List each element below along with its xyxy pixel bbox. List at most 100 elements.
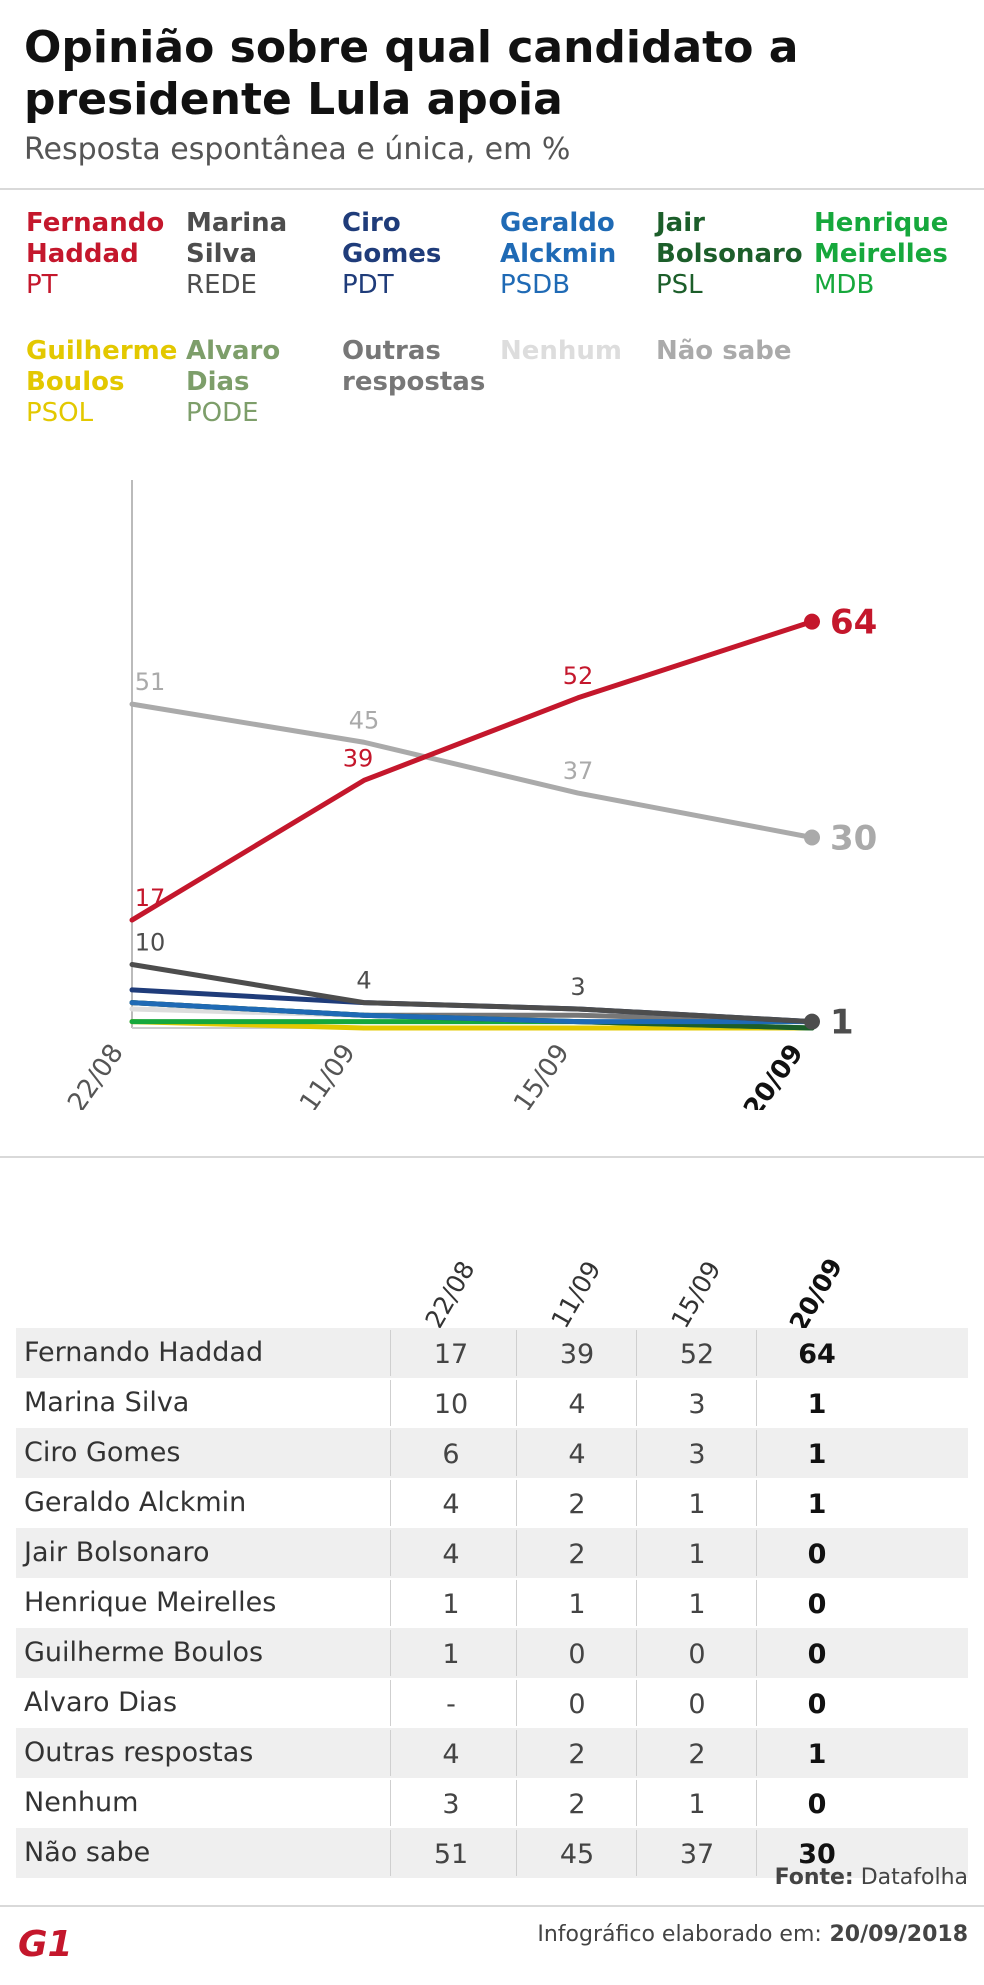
- table-cell: 1: [636, 1580, 757, 1626]
- series-line: [129, 619, 815, 923]
- row-label: Alvaro Dias: [24, 1687, 178, 1718]
- table-cell: 2: [636, 1730, 757, 1776]
- legend-item: Outras respostas: [342, 336, 502, 398]
- g1-logo: G1: [18, 1924, 73, 1962]
- line-chart: 17 39 52 64 10 4 3 1 51 45 37 30 22/08 11/09 15/09 20/0…: [62, 480, 877, 1110]
- series-line: [129, 701, 815, 840]
- table-cell: 3: [390, 1780, 511, 1826]
- table-row: Guilherme Boulos 1 0 0 0: [16, 1628, 968, 1678]
- table-cell: 64: [756, 1330, 877, 1376]
- table-cell: 3: [636, 1380, 757, 1426]
- row-label: Geraldo Alckmin: [24, 1487, 247, 1518]
- legend-name: Henrique Meirelles: [814, 208, 949, 269]
- table-cell: 4: [390, 1530, 511, 1576]
- table-cell: 2: [516, 1780, 637, 1826]
- column-header: 20/09: [783, 1253, 849, 1336]
- table-cell: 17: [390, 1330, 511, 1376]
- legend-party: PODE: [186, 398, 259, 428]
- table-cell: 1: [636, 1780, 757, 1826]
- data-label: 3: [570, 973, 585, 1001]
- x-tick-label: 22/08: [62, 1039, 130, 1110]
- table-cell: 1: [636, 1480, 757, 1526]
- column-header: 15/09: [665, 1256, 727, 1333]
- row-label: Outras respostas: [24, 1737, 254, 1768]
- legend-name: Fernando Haddad: [26, 208, 165, 269]
- footer-note: Infográfico elaborado em: 20/09/2018: [537, 1922, 968, 1947]
- data-label: 1: [830, 1003, 854, 1043]
- legend-party: REDE: [186, 270, 257, 300]
- table-row: Geraldo Alckmin 4 2 1 1: [16, 1478, 968, 1528]
- table-cell: 1: [756, 1430, 877, 1476]
- divider: [0, 188, 984, 190]
- table-cell: 52: [636, 1330, 757, 1376]
- series-line: [129, 1000, 815, 1025]
- table-cell: 10: [390, 1380, 511, 1426]
- legend-name: Nenhum: [500, 336, 623, 366]
- table-cell: 4: [390, 1730, 511, 1776]
- row-label: Henrique Meirelles: [24, 1587, 277, 1618]
- row-label: Jair Bolsonaro: [24, 1537, 210, 1568]
- table-row: Henrique Meirelles 1 1 1 0: [16, 1578, 968, 1628]
- table-cell: 1: [390, 1580, 511, 1626]
- column-header: 11/09: [545, 1256, 607, 1333]
- table-cell: 0: [516, 1680, 637, 1726]
- table-cell: 30: [756, 1830, 877, 1876]
- legend-party: MDB: [814, 270, 875, 300]
- table-cell: 3: [636, 1430, 757, 1476]
- legend-item: Geraldo Alckmin PSDB: [500, 208, 660, 301]
- table-cell: 45: [516, 1830, 637, 1876]
- data-label: 10: [135, 929, 166, 957]
- table-cell: -: [390, 1680, 511, 1726]
- row-label: Fernando Haddad: [24, 1337, 264, 1368]
- legend-name: Alvaro Dias: [186, 336, 281, 397]
- table-cell: 1: [390, 1630, 511, 1676]
- legend-name: Ciro Gomes: [342, 208, 442, 269]
- table-header: 22/08 11/09 15/09 20/09: [16, 1240, 968, 1336]
- note-date: 20/09/2018: [829, 1922, 968, 1947]
- legend-item: Fernando Haddad PT: [26, 208, 186, 301]
- table-cell: 1: [516, 1580, 637, 1626]
- table-cell: 51: [390, 1830, 511, 1876]
- table-cell: 0: [756, 1580, 877, 1626]
- table-cell: 4: [516, 1380, 637, 1426]
- table-row: Jair Bolsonaro 4 2 1 0: [16, 1528, 968, 1578]
- table-row: Ciro Gomes 6 4 3 1: [16, 1428, 968, 1478]
- data-label: 37: [563, 757, 594, 785]
- table-cell: 0: [636, 1630, 757, 1676]
- x-tick-label: 11/09: [294, 1039, 362, 1110]
- table-cell: 0: [756, 1780, 877, 1826]
- legend-item: Alvaro Dias PODE: [186, 336, 346, 429]
- legend-name: Guilherme Boulos: [26, 336, 178, 397]
- x-tick-label: 20/09: [738, 1039, 810, 1110]
- table-cell: 1: [756, 1480, 877, 1526]
- data-label: 51: [135, 668, 166, 696]
- source-name: Datafolha: [860, 1865, 968, 1890]
- series-line: [129, 1019, 815, 1031]
- divider: [0, 1905, 984, 1907]
- legend-name: Jair Bolsonaro: [656, 208, 803, 269]
- table-cell: 0: [756, 1530, 877, 1576]
- legend-name: Geraldo Alckmin: [500, 208, 617, 269]
- table-cell: 1: [756, 1380, 877, 1426]
- legend-party: PSDB: [500, 270, 571, 300]
- series-end-point: [804, 1013, 820, 1030]
- legend-party: PDT: [342, 270, 394, 300]
- legend-name: Marina Silva: [186, 208, 288, 269]
- table-cell: 0: [756, 1630, 877, 1676]
- table-cell: 0: [756, 1680, 877, 1726]
- table-cell: 2: [516, 1730, 637, 1776]
- data-label: 17: [135, 884, 166, 912]
- legend-item: Ciro Gomes PDT: [342, 208, 502, 301]
- series-end-point: [804, 613, 820, 630]
- legend-item: Henrique Meirelles MDB: [814, 208, 974, 301]
- row-label: Guilherme Boulos: [24, 1637, 264, 1668]
- chart-title: Opinião sobre qual candidato a president…: [24, 22, 799, 125]
- legend-name: Outras respostas: [342, 336, 486, 397]
- data-label: 52: [563, 662, 594, 690]
- table-row: Não sabe 51 45 37 30: [16, 1828, 968, 1878]
- series-end-point: [804, 829, 820, 846]
- table-cell: 1: [636, 1530, 757, 1576]
- legend-party: PSOL: [26, 398, 94, 428]
- table-cell: 0: [636, 1680, 757, 1726]
- table-cell: 39: [516, 1330, 637, 1376]
